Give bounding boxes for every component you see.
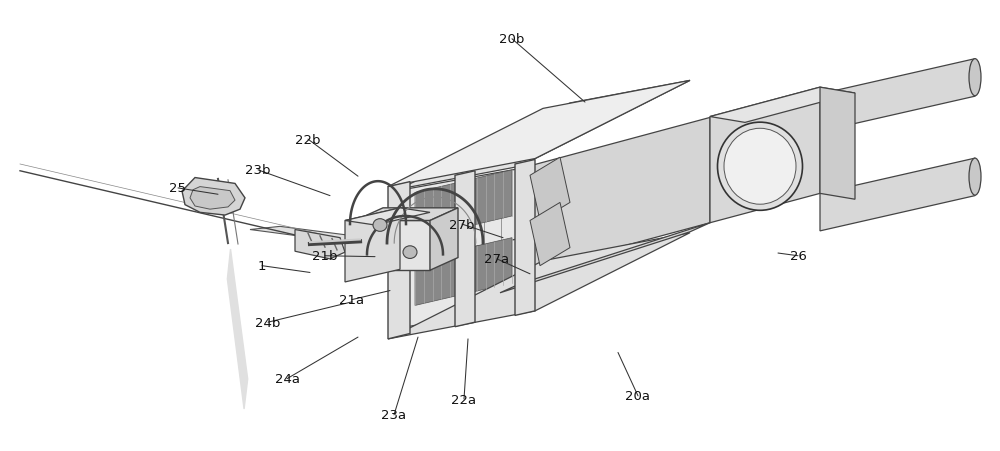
Polygon shape — [710, 88, 855, 123]
Polygon shape — [388, 81, 690, 187]
Polygon shape — [395, 169, 520, 262]
Polygon shape — [227, 249, 248, 409]
Text: 24b: 24b — [255, 316, 281, 329]
Polygon shape — [530, 203, 570, 266]
Text: 27b: 27b — [449, 218, 475, 231]
Polygon shape — [820, 60, 975, 132]
Ellipse shape — [718, 123, 802, 211]
Polygon shape — [355, 208, 458, 221]
Ellipse shape — [724, 129, 796, 205]
Text: 26: 26 — [790, 250, 806, 262]
Text: 24a: 24a — [274, 373, 300, 385]
Text: 20b: 20b — [499, 33, 525, 46]
Polygon shape — [345, 208, 430, 226]
Text: 20a: 20a — [626, 390, 650, 402]
Polygon shape — [400, 81, 690, 189]
Text: 27a: 27a — [484, 253, 510, 266]
Text: 21a: 21a — [339, 294, 365, 306]
Polygon shape — [415, 238, 512, 306]
Text: 25: 25 — [170, 182, 186, 195]
Ellipse shape — [969, 60, 981, 97]
Polygon shape — [295, 230, 345, 259]
Text: 22b: 22b — [295, 133, 321, 146]
Polygon shape — [415, 170, 512, 239]
Polygon shape — [820, 159, 975, 231]
Polygon shape — [500, 223, 710, 293]
Polygon shape — [345, 208, 400, 282]
Polygon shape — [388, 182, 410, 339]
Polygon shape — [430, 208, 458, 271]
Polygon shape — [520, 118, 710, 274]
Text: 22a: 22a — [451, 393, 477, 405]
Polygon shape — [395, 239, 520, 329]
Polygon shape — [530, 158, 570, 221]
Polygon shape — [710, 88, 820, 223]
Polygon shape — [250, 227, 410, 247]
Ellipse shape — [403, 246, 417, 259]
Text: 23a: 23a — [381, 409, 407, 421]
Polygon shape — [355, 221, 430, 271]
Text: 1: 1 — [258, 260, 266, 272]
Polygon shape — [182, 178, 245, 216]
Polygon shape — [515, 160, 535, 316]
Text: 23b: 23b — [245, 164, 271, 177]
Polygon shape — [820, 88, 855, 200]
Polygon shape — [388, 233, 690, 339]
Ellipse shape — [969, 159, 981, 196]
Polygon shape — [455, 171, 475, 327]
Ellipse shape — [373, 219, 387, 232]
Text: 21b: 21b — [312, 250, 338, 262]
Polygon shape — [190, 187, 235, 210]
